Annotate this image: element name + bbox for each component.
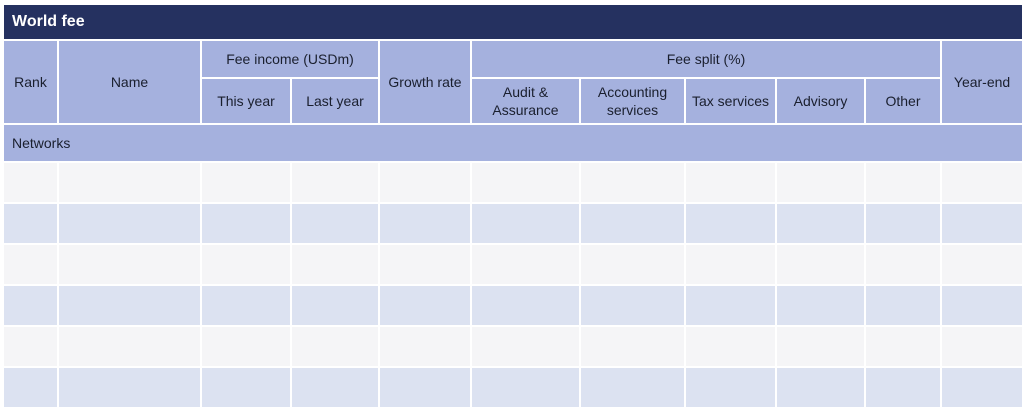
table-cell bbox=[472, 163, 579, 202]
table-body: Networks bbox=[4, 125, 1023, 407]
table-row bbox=[4, 368, 1023, 407]
table-cell bbox=[59, 204, 200, 243]
table-cell bbox=[777, 286, 864, 325]
col-header-year-end: Year-end bbox=[942, 41, 1023, 123]
table-cell bbox=[777, 368, 864, 407]
table-cell bbox=[581, 163, 684, 202]
table-cell bbox=[866, 245, 940, 284]
table-cell bbox=[202, 245, 290, 284]
table-cell bbox=[777, 327, 864, 366]
table-cell bbox=[942, 327, 1023, 366]
table-cell bbox=[380, 286, 470, 325]
col-header-fee-split-group: Fee split (%) bbox=[472, 41, 940, 77]
title-bar: World fee bbox=[4, 5, 1023, 39]
col-header-audit-assurance: Audit & Assurance bbox=[472, 79, 579, 123]
table-cell bbox=[472, 286, 579, 325]
section-header-networks: Networks bbox=[4, 125, 1023, 161]
table-row bbox=[4, 204, 1023, 243]
table-cell bbox=[472, 327, 579, 366]
table-cell bbox=[686, 163, 775, 202]
table-cell bbox=[380, 245, 470, 284]
table-cell bbox=[380, 163, 470, 202]
table-cell bbox=[292, 245, 378, 284]
table-cell bbox=[777, 204, 864, 243]
table-cell bbox=[380, 327, 470, 366]
table-cell bbox=[4, 204, 57, 243]
col-header-growth-rate: Growth rate bbox=[380, 41, 470, 123]
table-cell bbox=[686, 286, 775, 325]
table-cell bbox=[59, 245, 200, 284]
section-row-networks: Networks bbox=[4, 125, 1023, 161]
table-row bbox=[4, 245, 1023, 284]
table-cell bbox=[942, 368, 1023, 407]
table-cell bbox=[59, 163, 200, 202]
table-cell bbox=[4, 327, 57, 366]
table-cell bbox=[686, 368, 775, 407]
table-row bbox=[4, 163, 1023, 202]
table-cell bbox=[866, 286, 940, 325]
col-header-this-year: This year bbox=[202, 79, 290, 123]
table-cell bbox=[4, 163, 57, 202]
table-cell bbox=[202, 286, 290, 325]
table-cell bbox=[866, 163, 940, 202]
table-cell bbox=[866, 368, 940, 407]
col-header-tax-services: Tax services bbox=[686, 79, 775, 123]
col-header-fee-income-group: Fee income (USDm) bbox=[202, 41, 378, 77]
table-cell bbox=[942, 245, 1023, 284]
table-cell bbox=[686, 245, 775, 284]
table-cell bbox=[866, 327, 940, 366]
table-cell bbox=[292, 286, 378, 325]
table-row bbox=[4, 327, 1023, 366]
world-fee-table: World fee Rank Name Fee income (USDm) Gr… bbox=[2, 3, 1024, 408]
table-cell bbox=[292, 368, 378, 407]
table-cell bbox=[686, 204, 775, 243]
table-cell bbox=[581, 368, 684, 407]
table-cell bbox=[292, 204, 378, 243]
page-title: World fee bbox=[4, 5, 1023, 39]
table-cell bbox=[472, 245, 579, 284]
header-row-subcolumns: This year Last year Audit & Assurance Ac… bbox=[4, 79, 1022, 123]
header-row-groups: Rank Name Fee income (USDm) Growth rate … bbox=[4, 41, 1023, 123]
col-header-accounting-services: Accounting services bbox=[581, 79, 684, 123]
table-cell bbox=[472, 368, 579, 407]
col-header-advisory: Advisory bbox=[777, 79, 864, 123]
table-cell bbox=[380, 368, 470, 407]
table-cell bbox=[202, 368, 290, 407]
table-cell bbox=[4, 286, 57, 325]
table-cell bbox=[4, 245, 57, 284]
col-header-other: Other bbox=[866, 79, 940, 123]
table-cell bbox=[581, 245, 684, 284]
table-cell bbox=[59, 286, 200, 325]
table-cell bbox=[472, 204, 579, 243]
col-header-last-year: Last year bbox=[292, 79, 378, 123]
table-cell bbox=[59, 368, 200, 407]
table-row bbox=[4, 286, 1023, 325]
table-cell bbox=[202, 327, 290, 366]
table-header: World fee Rank Name Fee income (USDm) Gr… bbox=[4, 5, 1023, 123]
table-cell bbox=[581, 286, 684, 325]
table-cell bbox=[777, 245, 864, 284]
table-cell bbox=[866, 204, 940, 243]
table-cell bbox=[942, 286, 1023, 325]
table-cell bbox=[202, 204, 290, 243]
world-fee-report: World fee Rank Name Fee income (USDm) Gr… bbox=[0, 3, 1024, 408]
table-cell bbox=[777, 163, 864, 202]
table-cell bbox=[4, 368, 57, 407]
table-cell bbox=[581, 204, 684, 243]
table-cell bbox=[202, 163, 290, 202]
table-cell bbox=[581, 327, 684, 366]
table-cell bbox=[59, 327, 200, 366]
col-header-rank: Rank bbox=[4, 41, 57, 123]
table-cell bbox=[942, 204, 1023, 243]
col-header-name: Name bbox=[59, 41, 200, 123]
table-cell bbox=[380, 204, 470, 243]
table-cell bbox=[292, 163, 378, 202]
table-cell bbox=[686, 327, 775, 366]
table-cell bbox=[292, 327, 378, 366]
table-cell bbox=[942, 163, 1023, 202]
